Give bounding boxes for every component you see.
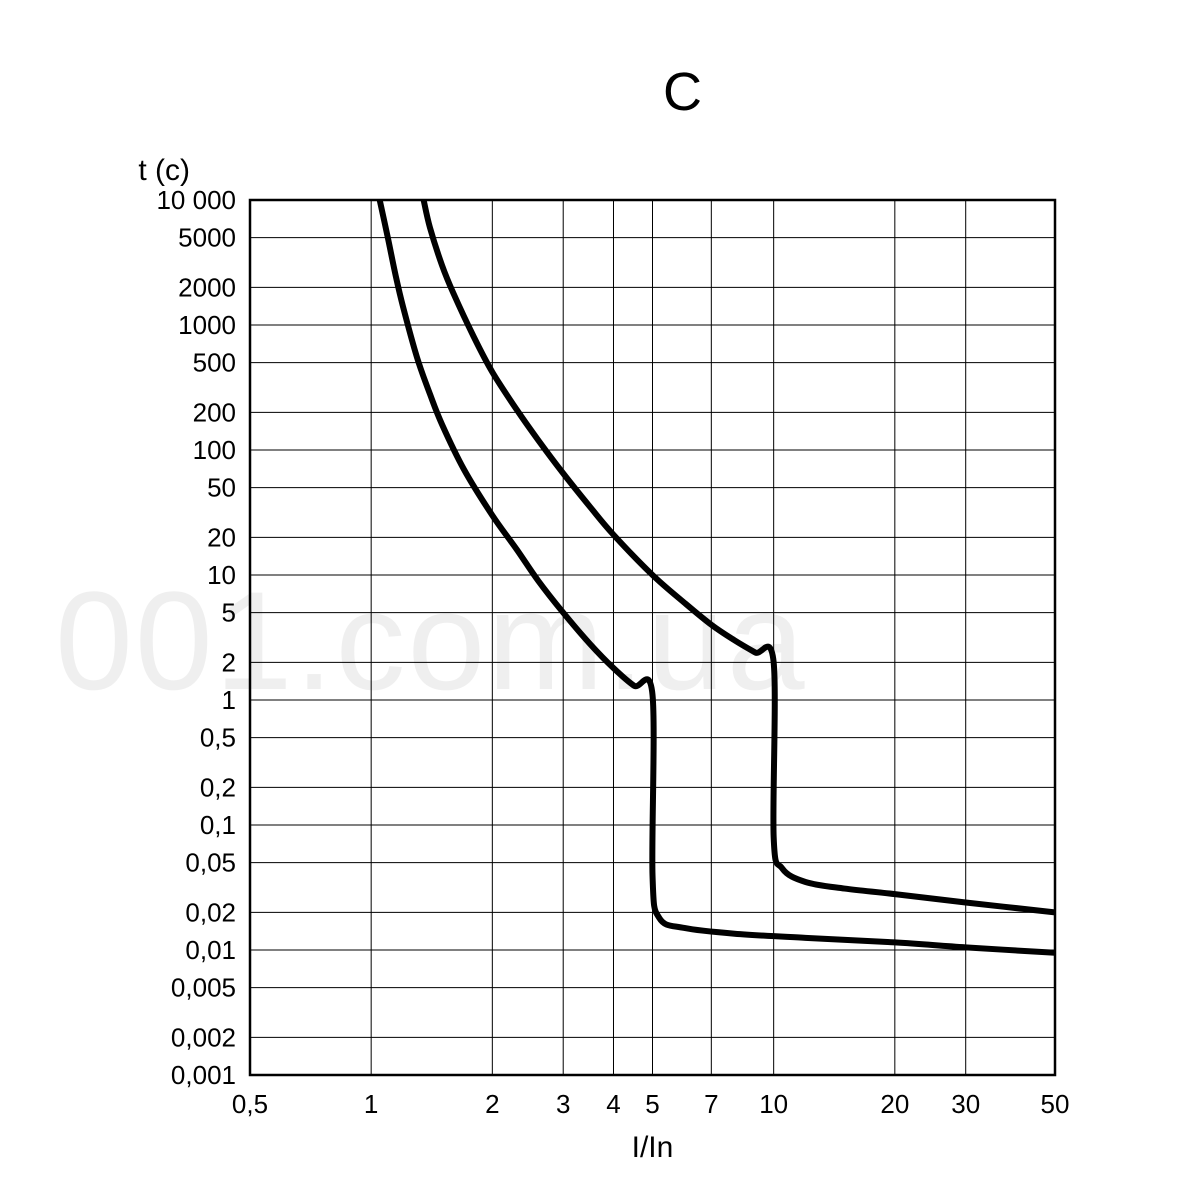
y-tick-label: 100 <box>193 435 236 465</box>
x-tick-label: 0,5 <box>232 1089 268 1119</box>
y-tick-label: 200 <box>193 397 236 427</box>
y-tick-label: 20 <box>207 522 236 552</box>
chart-title: C <box>663 62 702 122</box>
y-tick-label: 1000 <box>178 310 236 340</box>
x-tick-label: 2 <box>485 1089 499 1119</box>
y-tick-label: 10 000 <box>156 185 236 215</box>
watermark-text: 001.com.ua <box>55 560 807 722</box>
y-tick-label: 5000 <box>178 223 236 253</box>
y-tick-label: 0,01 <box>185 935 236 965</box>
y-tick-label: 0,002 <box>171 1022 236 1052</box>
y-tick-label: 50 <box>207 473 236 503</box>
x-tick-label: 5 <box>645 1089 659 1119</box>
x-tick-label: 50 <box>1041 1089 1070 1119</box>
x-tick-label: 4 <box>606 1089 620 1119</box>
x-tick-label: 1 <box>364 1089 378 1119</box>
y-tick-label: 0,05 <box>185 848 236 878</box>
x-tick-label: 7 <box>704 1089 718 1119</box>
x-tick-label: 30 <box>951 1089 980 1119</box>
y-tick-label: 0,001 <box>171 1060 236 1090</box>
x-tick-label: 20 <box>880 1089 909 1119</box>
y-tick-label: 0,005 <box>171 973 236 1003</box>
y-tick-label: 0,2 <box>200 772 236 802</box>
y-tick-label: 2000 <box>178 272 236 302</box>
x-tick-label: 3 <box>556 1089 570 1119</box>
y-tick-label: 500 <box>193 348 236 378</box>
x-axis-title: I/In <box>632 1131 674 1164</box>
y-tick-label: 0,5 <box>200 723 236 753</box>
y-tick-label: 0,02 <box>185 897 236 927</box>
y-axis-title: t (c) <box>138 154 190 187</box>
x-tick-label: 10 <box>759 1089 788 1119</box>
y-tick-label: 0,1 <box>200 810 236 840</box>
